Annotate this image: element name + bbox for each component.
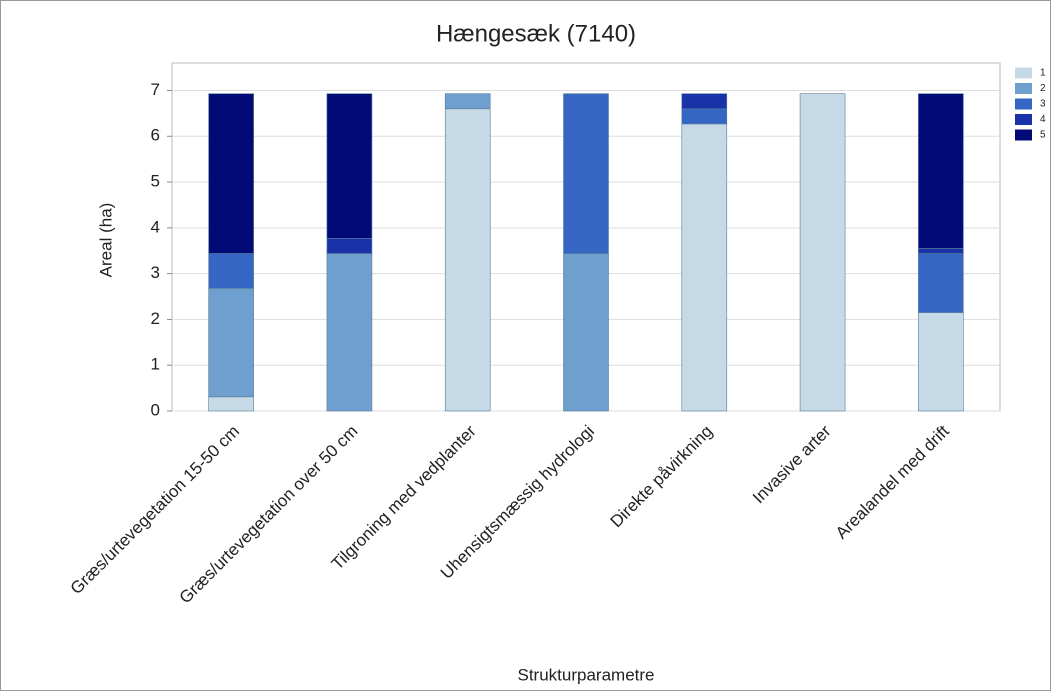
bar-segment	[918, 312, 964, 412]
y-axis-label: Areal (ha)	[96, 203, 115, 278]
bar-segment	[681, 93, 728, 110]
y-tick-label: 0	[151, 400, 160, 419]
bar-segment	[208, 253, 254, 289]
legend-label: 3	[1040, 99, 1046, 110]
bar-segment	[563, 253, 609, 412]
bar-segment	[918, 253, 964, 313]
bar-segment	[444, 93, 491, 110]
bar-segment	[799, 93, 846, 412]
bar-segment	[208, 287, 254, 398]
legend-label: 4	[1040, 114, 1046, 125]
bar-segment	[208, 396, 254, 412]
x-axis-label: Strukturparametre	[518, 665, 655, 684]
bar-segment	[563, 93, 609, 254]
legend-label: 1	[1040, 68, 1046, 79]
bar-segment	[918, 248, 964, 254]
legend-swatch	[1015, 83, 1032, 94]
y-tick-label: 7	[151, 80, 160, 99]
y-tick-label: 5	[151, 172, 160, 191]
bar-segment	[681, 108, 728, 125]
bar-segment	[326, 238, 373, 254]
bar-segment	[208, 93, 254, 254]
legend-label: 5	[1040, 130, 1046, 141]
y-tick-label: 1	[151, 355, 160, 374]
chart-title: Hængesæk (7140)	[436, 20, 636, 47]
legend-label: 2	[1040, 83, 1046, 94]
legend-swatch	[1015, 114, 1032, 125]
bar-segment	[326, 93, 373, 239]
y-tick-label: 3	[151, 263, 160, 282]
y-tick-label: 2	[151, 309, 160, 328]
legend-swatch	[1015, 129, 1032, 141]
legend-swatch	[1015, 98, 1032, 110]
bar-segment	[326, 253, 373, 412]
y-tick-label: 6	[151, 126, 160, 145]
y-tick-label: 4	[151, 217, 160, 236]
legend-swatch	[1015, 67, 1032, 79]
bar-segment	[681, 123, 728, 412]
bar-segment	[918, 93, 964, 249]
bar-segment	[444, 108, 491, 412]
